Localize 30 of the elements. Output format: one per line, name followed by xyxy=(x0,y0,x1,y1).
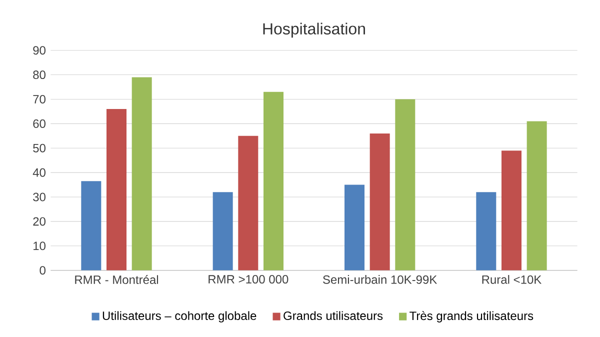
x-tick-label: Rural <10K xyxy=(482,275,542,284)
bar xyxy=(264,92,284,270)
y-tick-label: 0 xyxy=(40,266,46,275)
bar xyxy=(212,192,233,270)
bar xyxy=(344,184,364,270)
y-tick-label: 10 xyxy=(34,242,46,250)
bar xyxy=(476,192,496,270)
y-tick-label: 50 xyxy=(33,144,46,152)
bar xyxy=(132,77,152,270)
legend-label: Très grands utilisateurs xyxy=(410,311,534,322)
y-tick-label: 60 xyxy=(33,119,46,128)
y-tick-label: 20 xyxy=(33,217,46,226)
y-tick-label: 90 xyxy=(33,46,46,55)
bar xyxy=(238,136,258,270)
y-tick-label: 80 xyxy=(33,70,46,80)
y-tick-label: 70 xyxy=(33,94,46,104)
x-tick-label: Semi-urbain 10K-99K xyxy=(323,275,438,284)
bar xyxy=(81,181,102,270)
bar xyxy=(370,133,390,270)
bar xyxy=(106,109,126,270)
bar xyxy=(501,150,522,270)
x-tick-label: RMR >100 000 xyxy=(208,275,288,284)
legend-label: Utilisateurs – cohorte globale xyxy=(102,311,256,322)
legend-label: Grands utilisateurs xyxy=(284,311,383,320)
x-tick-label: RMR - Montréal xyxy=(75,275,158,284)
y-tick-label: 30 xyxy=(33,192,46,202)
bar xyxy=(395,99,416,270)
y-tick-label: 40 xyxy=(32,168,46,177)
bar xyxy=(526,121,547,270)
chart-title: Hospitalisation xyxy=(263,22,365,38)
